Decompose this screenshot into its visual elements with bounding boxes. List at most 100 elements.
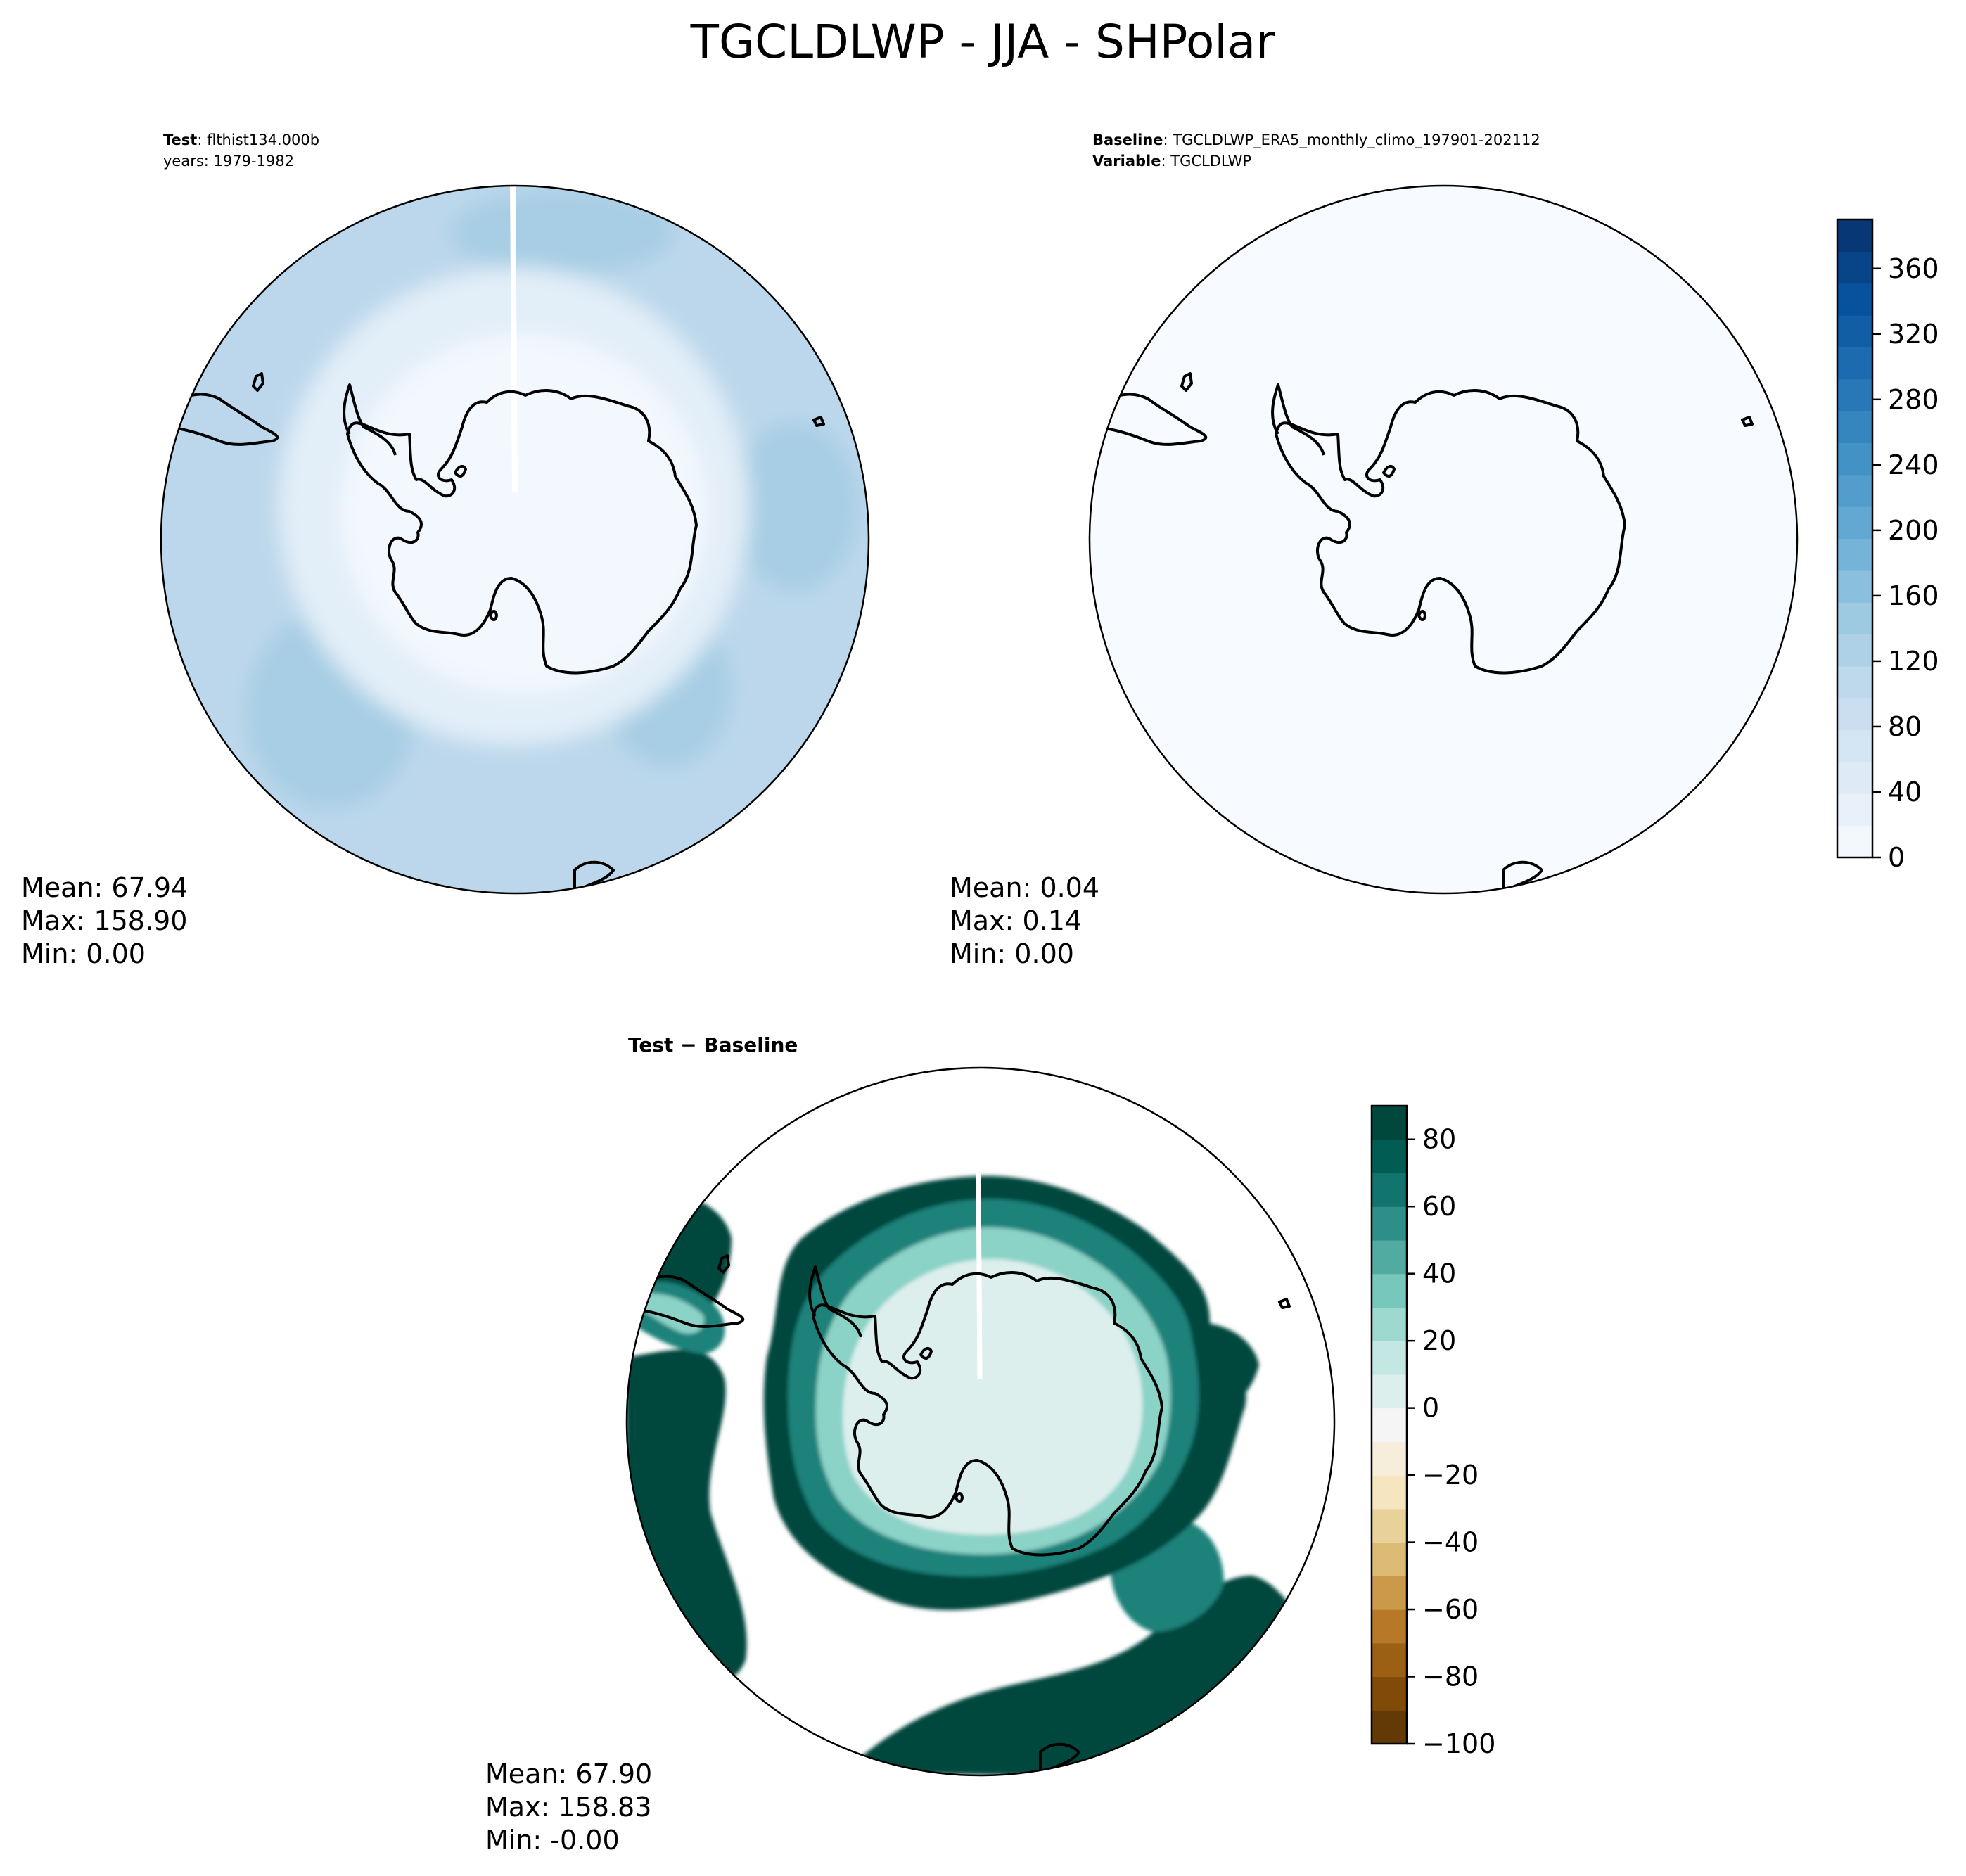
baseline-stat-min: Min: 0.00 (950, 938, 1074, 969)
colorbar-segment (1372, 1441, 1407, 1476)
colorbar-segment (1837, 634, 1872, 667)
colorbar-segment (1837, 283, 1872, 316)
colorbar-segment (1372, 1106, 1407, 1140)
baseline-field (1090, 186, 1797, 893)
colorbar-tick-label: −80 (1422, 1661, 1479, 1692)
colorbar-segment (1837, 570, 1872, 603)
baseline-variable-line: Variable: TGCLDLWP (1092, 153, 1251, 170)
colorbar-tick-label: −20 (1422, 1460, 1479, 1491)
baseline-variable-sep: : (1161, 153, 1170, 170)
colorbar-segment (1837, 698, 1872, 731)
colorbar-segment (1372, 1475, 1407, 1510)
colorbar-segment (1837, 538, 1872, 571)
baseline-header-label: Baseline (1092, 132, 1163, 148)
colorbar-tick-label: 20 (1422, 1325, 1456, 1356)
colorbar-segment (1372, 1408, 1407, 1442)
colorbar-frame (1370, 1104, 1408, 1745)
figure-title: TGCLDLWP - JJA - SHPolar (690, 15, 1276, 69)
colorbar-tick-label: −60 (1422, 1594, 1479, 1625)
diff-stat-min: Min: -0.00 (485, 1825, 620, 1856)
colorbar-segment (1837, 474, 1872, 507)
diff-seam-line (976, 1173, 983, 1379)
test-stat-max: Max: 158.90 (21, 905, 187, 936)
test-header-label: Test (163, 132, 197, 148)
colorbar-tick-label: 120 (1888, 646, 1939, 677)
test-header: Test: flthist134.000b (163, 132, 319, 148)
colorbar-segment (1372, 1139, 1407, 1174)
colorbar-segment (1372, 1341, 1407, 1375)
test-map-frame (160, 184, 870, 895)
colorbar-tick-label: 60 (1422, 1191, 1456, 1222)
colorbar-segment (1837, 219, 1872, 252)
baseline-header: Baseline: TGCLDLWP_ERA5_monthly_climo_19… (1092, 132, 1540, 149)
colorbar-segment (1837, 729, 1872, 762)
colorbar-segment (1837, 378, 1872, 411)
baseline-map-frame (1088, 184, 1799, 895)
colorbar-segment (1837, 315, 1872, 347)
panel-baseline: Baseline: TGCLDLWP_ERA5_monthly_climo_19… (950, 132, 1939, 969)
diff-interior-field (843, 1258, 1143, 1535)
diff-stat-max: Max: 158.83 (485, 1792, 651, 1823)
colorbar-segment (1372, 1374, 1407, 1409)
colorbar-segment (1837, 761, 1872, 794)
colorbar-tick-label: 240 (1888, 449, 1939, 480)
colorbar-segment (1372, 1542, 1407, 1576)
colorbar-segment (1372, 1508, 1407, 1543)
colorbar-tick-label: 80 (1888, 711, 1922, 742)
baseline-variable-value: TGCLDLWP (1170, 153, 1251, 170)
colorbar-tick-label: 0 (1888, 842, 1905, 873)
colorbar-tick-label: −100 (1422, 1728, 1495, 1759)
colorbar-segment (1837, 251, 1872, 284)
colorbar-tick-label: 40 (1422, 1258, 1456, 1289)
diff-stat-mean: Mean: 67.90 (485, 1759, 652, 1789)
colorbar-segment (1372, 1239, 1407, 1275)
colorbar-frame (1836, 218, 1874, 859)
colorbar-segment (1372, 1710, 1407, 1744)
colorbar-tick-label: 160 (1888, 580, 1939, 611)
colorbar-segment (1372, 1307, 1407, 1341)
colorbar-segment (1372, 1676, 1407, 1711)
test-stat-min: Min: 0.00 (21, 938, 146, 969)
colorbar-segment (1837, 665, 1872, 698)
colorbar-diff: −100 −80 −60 −40 −20 0 20 40 60 80 (1370, 1104, 1495, 1759)
colorbar-tick-label: 40 (1888, 777, 1922, 808)
test-header-sep: : (197, 132, 207, 148)
colorbar-tick-label: −40 (1422, 1527, 1479, 1558)
diff-header: Test − Baseline (628, 1033, 798, 1057)
diff-map (627, 1068, 1334, 1775)
colorbar-tick-label: 80 (1422, 1124, 1456, 1155)
baseline-header-sep: : (1163, 132, 1173, 148)
colorbar-segment (1837, 347, 1872, 380)
baseline-header-value: TGCLDLWP_ERA5_monthly_climo_197901-20211… (1172, 132, 1540, 149)
colorbar-tick-label: 360 (1888, 253, 1939, 284)
colorbar-segment (1372, 1206, 1407, 1241)
test-stat-mean: Mean: 67.94 (21, 872, 188, 903)
colorbar-segment (1837, 442, 1872, 476)
colorbar-tick-label: 280 (1888, 384, 1939, 415)
baseline-stat-max: Max: 0.14 (950, 905, 1082, 936)
test-header-years: years: 1979-1982 (163, 153, 294, 170)
test-ocean-patch (732, 422, 858, 591)
colorbar-segment (1372, 1609, 1407, 1644)
colorbar-segment (1837, 506, 1872, 540)
baseline-stat-mean: Mean: 0.04 (950, 872, 1099, 903)
baseline-variable-label: Variable (1092, 153, 1161, 170)
baseline-map (1090, 186, 1797, 893)
test-interior-field (341, 334, 707, 693)
colorbar-segment (1372, 1173, 1407, 1207)
test-seam-line (510, 186, 518, 493)
colorbar-blues: 0 40 80 120 160 200 240 280 320 360 (1836, 218, 1939, 873)
panel-difference: Test − Baseline (485, 1033, 1495, 1856)
colorbar-segment (1837, 602, 1872, 635)
test-ocean-patch (450, 190, 675, 274)
colorbar-segment (1372, 1273, 1407, 1308)
panel-test: Test: flthist134.000b years: 1979-1982 (21, 132, 870, 969)
colorbar-segment (1837, 825, 1872, 858)
colorbar-tick-label: 200 (1888, 515, 1939, 546)
colorbar-segment (1372, 1576, 1407, 1610)
colorbar-segment (1837, 411, 1872, 444)
diff-map-frame (625, 1066, 1336, 1777)
colorbar-segment (1372, 1642, 1407, 1678)
test-map (161, 186, 869, 893)
